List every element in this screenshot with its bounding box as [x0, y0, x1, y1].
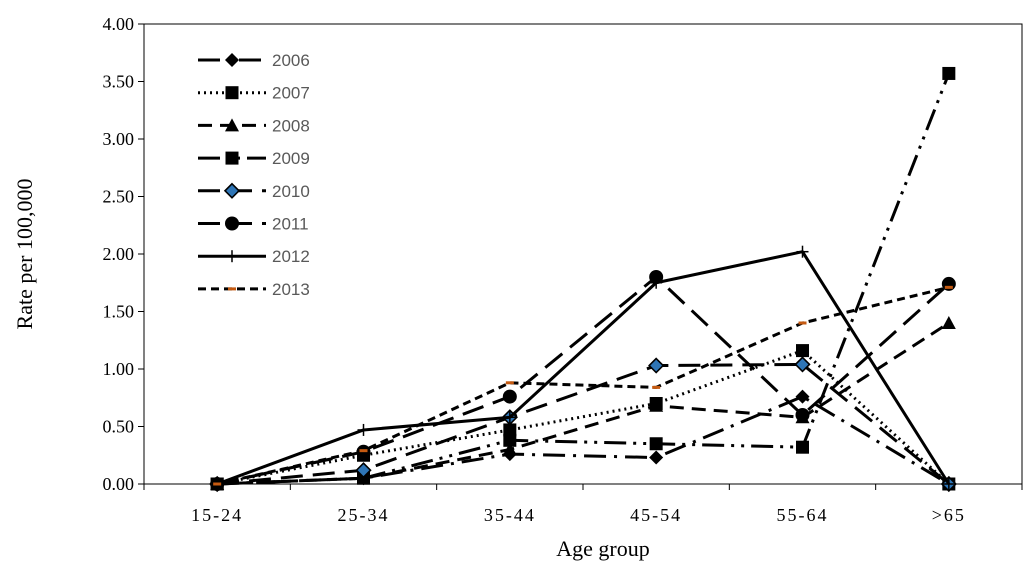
series-2013	[213, 285, 953, 486]
legend-item-2011: 2011	[198, 215, 309, 234]
data-point-2008	[502, 442, 517, 456]
legend-label: 2012	[272, 247, 310, 266]
legend-marker	[225, 216, 239, 231]
x-tick-label: 55-64	[777, 505, 829, 525]
data-point-2007	[796, 344, 809, 358]
legend-item-2007: 2007	[198, 84, 310, 103]
series-line-2009	[217, 72, 951, 486]
x-axis-title: Age group	[556, 536, 649, 561]
legend-marker	[225, 151, 239, 165]
series-line-2011	[216, 275, 950, 486]
data-point-2010	[794, 356, 811, 373]
y-axis-title: Rate per 100,000	[12, 179, 37, 330]
y-tick-label: 3.00	[103, 129, 135, 149]
y-tick-label: 1.00	[103, 359, 135, 379]
legend-marker	[223, 182, 241, 199]
data-point-2012	[650, 276, 663, 289]
data-point-2008	[941, 316, 956, 329]
data-point-2012	[357, 423, 370, 436]
series-line-2012	[216, 250, 951, 486]
data-point-2010	[648, 357, 665, 374]
data-point-2009	[942, 66, 956, 80]
series-line-2013	[216, 285, 950, 486]
legend-marker	[226, 250, 238, 263]
legend-marker	[225, 53, 239, 67]
x-tick-label: 15-24	[191, 505, 243, 525]
legend-label: 2009	[272, 149, 310, 168]
data-point-2008	[649, 398, 664, 412]
x-tick-label: >65	[932, 505, 966, 525]
data-point-2012	[503, 411, 516, 424]
legend-marker	[225, 86, 239, 100]
series-2007	[210, 344, 956, 491]
x-tick-label: 25-34	[338, 505, 390, 525]
series-2012	[211, 245, 955, 490]
data-point-2009	[649, 437, 663, 451]
series-line-2006	[217, 395, 950, 486]
data-point-2006	[795, 389, 810, 404]
data-point-2007	[503, 423, 517, 437]
data-point-2006	[649, 450, 664, 465]
y-tick-label: 0.00	[103, 474, 135, 494]
data-point-2009	[503, 433, 517, 447]
y-tick-label: 4.00	[103, 14, 135, 34]
series-2009	[210, 66, 956, 491]
data-point-2011	[502, 389, 517, 404]
legend-item-2008: 2008	[198, 116, 310, 135]
data-point-2009	[796, 440, 809, 454]
data-point-2011	[795, 408, 810, 422]
y-tick-label: 1.50	[103, 302, 135, 322]
legend-item-2012: 2012	[198, 247, 310, 266]
y-tick-label: 2.00	[103, 244, 135, 264]
legend-label: 2011	[272, 215, 309, 234]
legend-label: 2013	[272, 280, 310, 299]
series-line-2007	[216, 349, 950, 486]
x-tick-label: 45-54	[630, 505, 682, 525]
data-point-2012	[796, 245, 809, 258]
legend-item-2009: 2009	[198, 149, 310, 168]
y-tick-label: 3.50	[103, 72, 135, 92]
legend-marker	[225, 118, 239, 132]
series-line-2008	[217, 321, 950, 486]
legend-label: 2006	[272, 51, 310, 70]
legend-label: 2007	[272, 84, 310, 103]
data-point-2012	[942, 478, 955, 490]
legend-label: 2008	[272, 116, 310, 135]
x-tick-label: 35-44	[484, 505, 536, 525]
legend-item-2010: 2010	[198, 182, 310, 201]
legend-item-2013: 2013	[198, 280, 310, 299]
legend-item-2006: 2006	[198, 51, 310, 70]
data-point-2010	[355, 462, 372, 479]
legend-label: 2010	[272, 182, 310, 201]
y-tick-label: 2.50	[103, 187, 135, 207]
series-2011	[210, 270, 956, 491]
y-tick-label: 0.50	[103, 417, 135, 437]
series-2006	[210, 389, 956, 491]
